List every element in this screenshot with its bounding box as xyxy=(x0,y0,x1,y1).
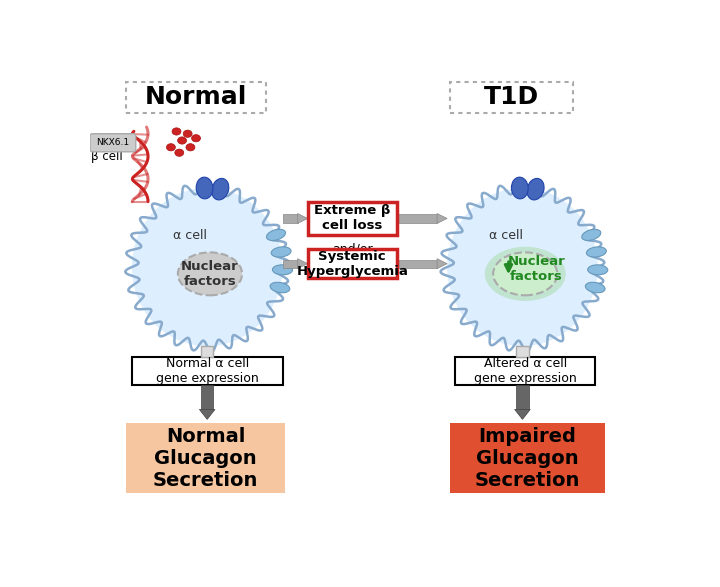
Text: Impaired
Glucagon
Secretion: Impaired Glucagon Secretion xyxy=(474,427,580,490)
Polygon shape xyxy=(297,259,307,269)
Text: β cell: β cell xyxy=(91,150,122,163)
Ellipse shape xyxy=(527,178,544,200)
Circle shape xyxy=(178,137,186,144)
Polygon shape xyxy=(199,410,215,419)
Bar xyxy=(456,357,595,384)
Text: T1D: T1D xyxy=(484,85,539,109)
Ellipse shape xyxy=(271,247,291,257)
Ellipse shape xyxy=(493,252,557,295)
Ellipse shape xyxy=(196,177,213,199)
Circle shape xyxy=(175,149,184,156)
Text: Normal
Glucagon
Secretion: Normal Glucagon Secretion xyxy=(153,427,258,490)
Circle shape xyxy=(192,134,200,142)
Ellipse shape xyxy=(485,247,566,301)
Bar xyxy=(126,82,266,113)
Bar xyxy=(126,423,285,493)
Ellipse shape xyxy=(582,230,600,241)
Ellipse shape xyxy=(588,265,608,275)
Text: Extreme β
cell loss: Extreme β cell loss xyxy=(314,204,390,232)
Bar xyxy=(516,384,528,410)
Bar xyxy=(201,346,213,357)
Bar xyxy=(516,346,528,357)
Bar xyxy=(397,259,437,268)
Circle shape xyxy=(166,144,176,151)
FancyBboxPatch shape xyxy=(90,134,136,152)
Bar xyxy=(307,249,397,278)
Polygon shape xyxy=(515,410,530,419)
Circle shape xyxy=(186,144,195,151)
Bar xyxy=(132,357,282,384)
Ellipse shape xyxy=(212,178,229,200)
Ellipse shape xyxy=(272,265,292,275)
Text: Altered α cell
gene expression: Altered α cell gene expression xyxy=(474,357,577,385)
Polygon shape xyxy=(437,214,447,224)
Ellipse shape xyxy=(587,247,606,257)
Bar xyxy=(450,423,605,493)
Bar xyxy=(450,82,572,113)
Text: Nuclear
factors: Nuclear factors xyxy=(181,260,239,288)
Text: NKX6.1: NKX6.1 xyxy=(96,139,130,147)
Bar xyxy=(201,384,213,410)
Bar xyxy=(283,214,297,222)
Circle shape xyxy=(183,130,192,137)
Text: α cell: α cell xyxy=(489,229,523,242)
Bar xyxy=(283,259,297,268)
Circle shape xyxy=(172,128,181,135)
Text: α cell: α cell xyxy=(174,229,207,242)
Text: Normal α cell
gene expression: Normal α cell gene expression xyxy=(156,357,258,385)
Polygon shape xyxy=(437,259,447,269)
Polygon shape xyxy=(297,214,307,224)
Ellipse shape xyxy=(266,230,286,241)
Text: Systemic
Hyperglycemia: Systemic Hyperglycemia xyxy=(297,249,408,278)
Ellipse shape xyxy=(447,188,598,346)
Text: Normal: Normal xyxy=(145,85,247,109)
Bar xyxy=(397,214,437,222)
Text: Nuclear
factors: Nuclear factors xyxy=(508,255,565,284)
Text: and/or: and/or xyxy=(332,242,372,255)
Bar xyxy=(307,201,397,235)
Ellipse shape xyxy=(511,177,528,199)
Ellipse shape xyxy=(585,282,605,293)
Ellipse shape xyxy=(178,252,242,295)
Ellipse shape xyxy=(132,188,282,346)
Ellipse shape xyxy=(270,282,289,293)
